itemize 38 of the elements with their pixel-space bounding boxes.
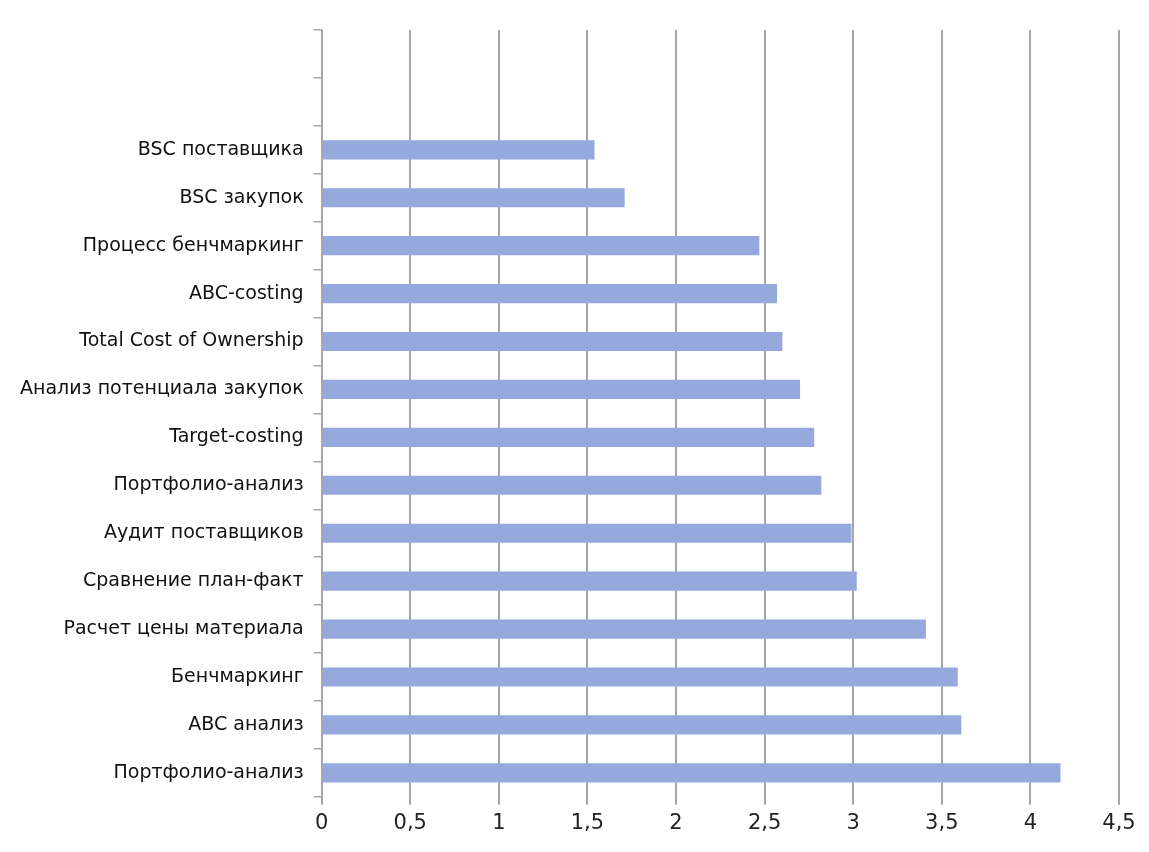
y-tick-label: Процесс бенчмаркинг <box>82 232 304 255</box>
y-tick-label: Портфолио-анализ <box>113 759 304 782</box>
bar <box>322 523 852 543</box>
y-tick-label: Анализ потенциала закупок <box>19 376 304 399</box>
y-tick-label: Аудит поставщиков <box>103 520 304 543</box>
x-tick-label: 0,5 <box>393 809 427 834</box>
x-tick-label: 0 <box>314 809 329 834</box>
bar <box>322 571 857 591</box>
y-tick-label: Сравнение план-факт <box>82 568 304 591</box>
bar <box>322 427 815 447</box>
bar <box>322 475 822 495</box>
y-tick-label: Портфолио-анализ <box>113 472 304 495</box>
y-tick-label: BSC закупок <box>179 184 304 207</box>
bar <box>322 236 760 256</box>
bar <box>322 284 778 304</box>
bar <box>322 715 962 735</box>
x-tick-label: 2 <box>669 809 683 834</box>
x-tick-label: 3,5 <box>925 809 959 834</box>
x-tick-label: 2,5 <box>747 809 782 834</box>
y-tick-label: ABC анализ <box>188 711 304 734</box>
x-tick-label: 4,5 <box>1102 809 1136 834</box>
y-tick-label: BSC поставщика <box>137 136 304 159</box>
y-tick-label: ABC-costing <box>189 280 304 303</box>
y-tick-label: Бенчмаркинг <box>171 663 304 686</box>
bar <box>322 667 958 687</box>
y-tick-label: Расчет цены материала <box>63 616 304 638</box>
bar <box>322 331 783 352</box>
x-tick-label: 4 <box>1023 809 1038 834</box>
x-tick-label: 1 <box>492 809 506 834</box>
bar <box>322 763 1061 783</box>
bar <box>322 188 625 208</box>
bar <box>322 140 595 160</box>
x-tick-label: 3 <box>846 809 860 834</box>
bar <box>322 619 926 639</box>
y-tick-label: Total Cost of Ownership <box>78 328 304 351</box>
bar <box>322 379 801 400</box>
y-tick-label: Target-costing <box>168 424 304 447</box>
x-tick-label: 1,5 <box>570 809 605 834</box>
